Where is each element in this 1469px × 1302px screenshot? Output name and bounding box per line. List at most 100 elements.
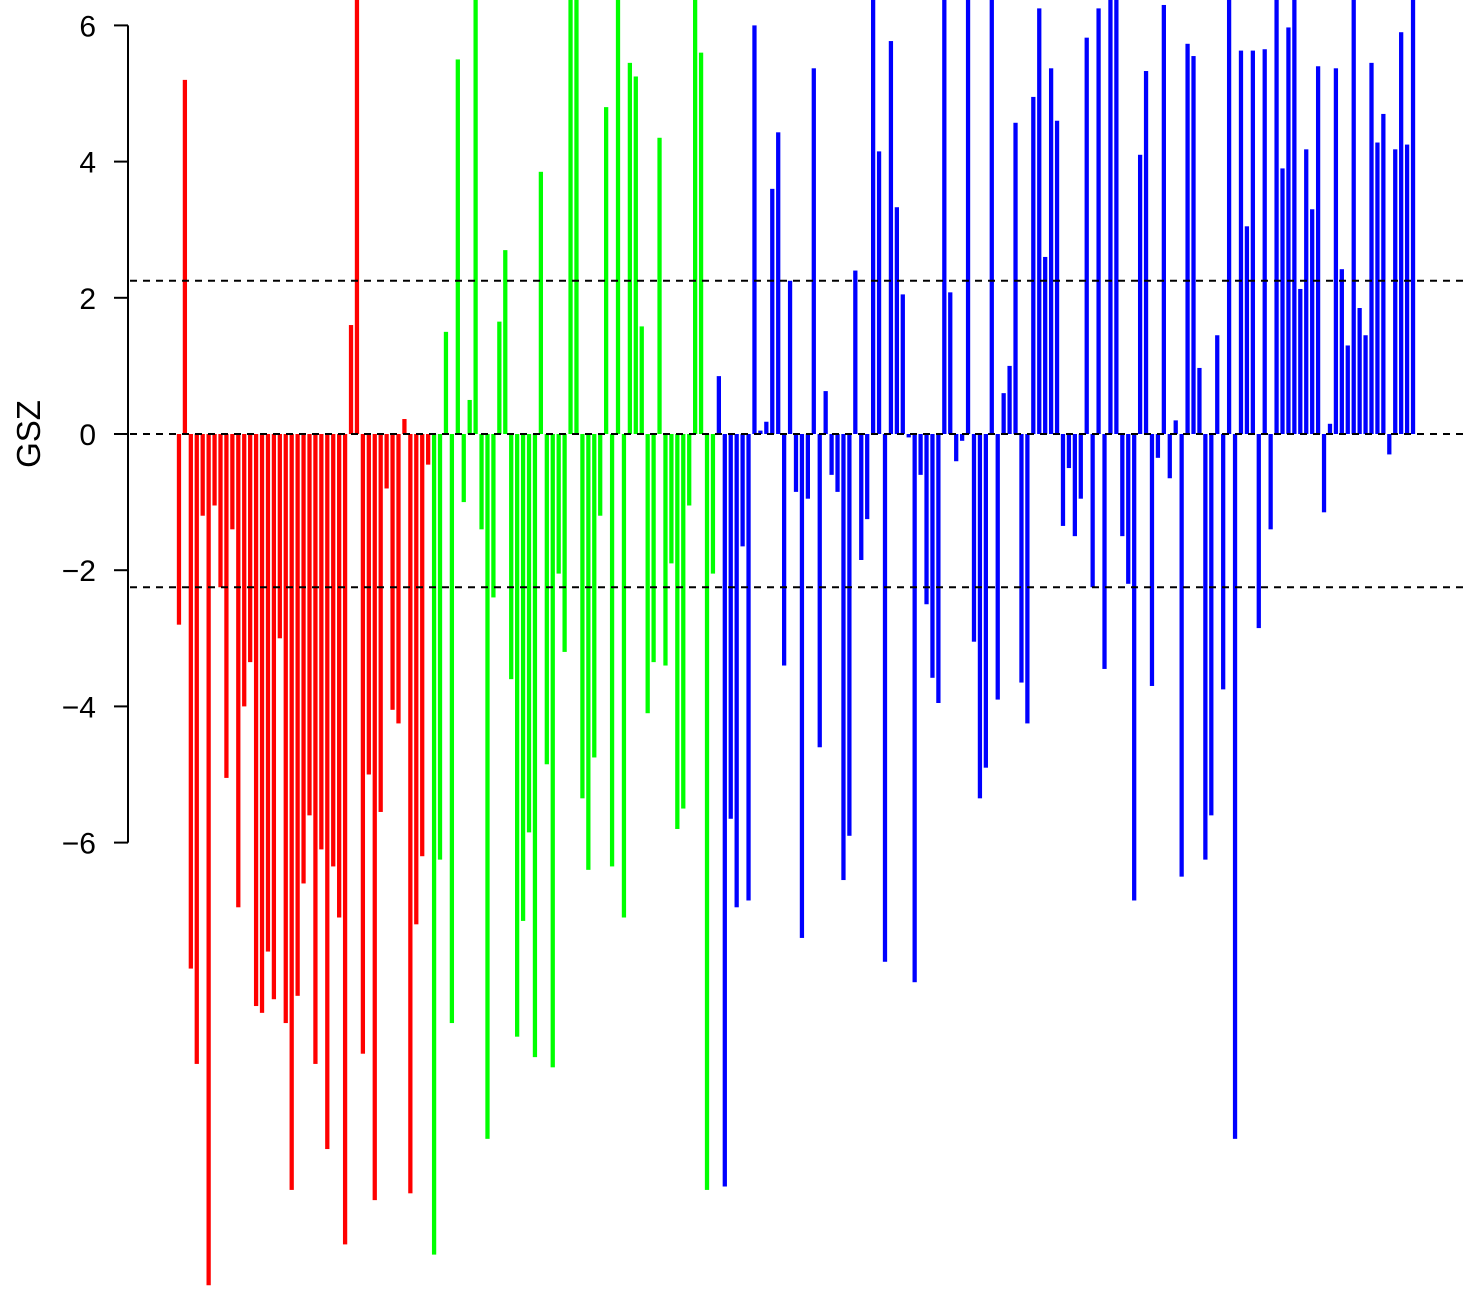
bar <box>1078 434 1083 499</box>
bar <box>1232 434 1238 1139</box>
y-axis-label: GSZ <box>10 400 47 468</box>
bar <box>716 376 721 434</box>
bar <box>693 0 698 434</box>
y-tick-label: −4 <box>62 691 96 724</box>
bar <box>829 434 834 475</box>
bar <box>1013 122 1018 434</box>
bar <box>1244 226 1250 434</box>
bar <box>1066 434 1072 469</box>
bar <box>1404 144 1410 434</box>
bar <box>859 434 864 560</box>
bar <box>1179 434 1184 877</box>
bar <box>977 434 983 799</box>
bar <box>544 434 549 765</box>
bar <box>1143 71 1149 434</box>
bar <box>847 434 852 836</box>
bar <box>971 434 977 642</box>
bar <box>710 434 716 574</box>
bar <box>1060 434 1066 526</box>
bar <box>663 434 668 666</box>
bar <box>734 434 739 908</box>
bar <box>627 62 633 435</box>
bar <box>206 434 211 1286</box>
bar <box>1155 434 1161 458</box>
bar <box>722 434 727 1187</box>
bar <box>621 434 627 918</box>
bar <box>265 434 271 952</box>
bar <box>414 434 419 925</box>
bar <box>1256 434 1261 629</box>
bar <box>1096 8 1101 434</box>
bar <box>989 0 994 434</box>
bar <box>770 188 775 434</box>
bar <box>740 434 745 547</box>
bar <box>408 434 413 1194</box>
bar <box>259 434 265 1013</box>
bar <box>1274 0 1279 434</box>
bar <box>894 207 899 434</box>
bar <box>1203 434 1208 860</box>
bar <box>1339 269 1344 434</box>
y-tick-label: 0 <box>79 419 96 452</box>
bar <box>1102 434 1107 669</box>
bar <box>965 0 971 434</box>
bar <box>319 434 324 850</box>
bar <box>182 79 188 434</box>
bar <box>1375 142 1380 434</box>
bar <box>443 331 449 434</box>
bar <box>313 434 318 1064</box>
bar <box>325 434 330 1150</box>
bar <box>1191 56 1196 435</box>
bar <box>615 0 621 434</box>
bar <box>912 434 917 983</box>
bar <box>242 434 247 707</box>
bar <box>592 434 597 758</box>
bar <box>948 292 953 434</box>
bar <box>835 434 840 492</box>
bar <box>372 434 377 1201</box>
bar <box>390 434 395 710</box>
bar <box>384 434 389 489</box>
bar <box>1221 434 1226 690</box>
bar <box>900 294 905 434</box>
bar <box>1048 68 1054 435</box>
bar <box>782 434 787 666</box>
bar <box>230 434 235 530</box>
bar <box>467 399 472 434</box>
bar <box>1019 434 1024 683</box>
bar <box>1031 96 1036 434</box>
y-tick-label: 2 <box>79 283 96 316</box>
bar <box>1381 113 1386 435</box>
bar <box>1120 434 1125 537</box>
bar <box>758 430 763 434</box>
bar <box>983 434 988 768</box>
bar <box>342 434 348 1245</box>
bar <box>218 434 223 588</box>
bar <box>1173 420 1178 434</box>
bar <box>657 137 662 434</box>
bar <box>604 107 609 435</box>
bar <box>348 325 354 434</box>
bar <box>586 434 591 870</box>
bar <box>645 434 650 714</box>
bar <box>841 434 846 881</box>
bar <box>1209 434 1214 816</box>
bar <box>776 132 781 434</box>
bar <box>1215 335 1220 434</box>
bar <box>799 434 805 938</box>
bar <box>1410 0 1416 434</box>
bar <box>675 434 680 829</box>
bar <box>805 434 810 499</box>
bar <box>817 434 822 748</box>
bar <box>396 434 401 724</box>
bar <box>918 434 923 475</box>
bar <box>574 0 579 434</box>
bar <box>793 434 799 492</box>
bar <box>449 434 455 1024</box>
bar <box>1262 49 1267 435</box>
bar <box>1357 308 1362 434</box>
bar <box>426 434 431 465</box>
bar <box>1304 149 1309 434</box>
bar <box>1298 288 1303 434</box>
bar <box>1149 434 1155 686</box>
